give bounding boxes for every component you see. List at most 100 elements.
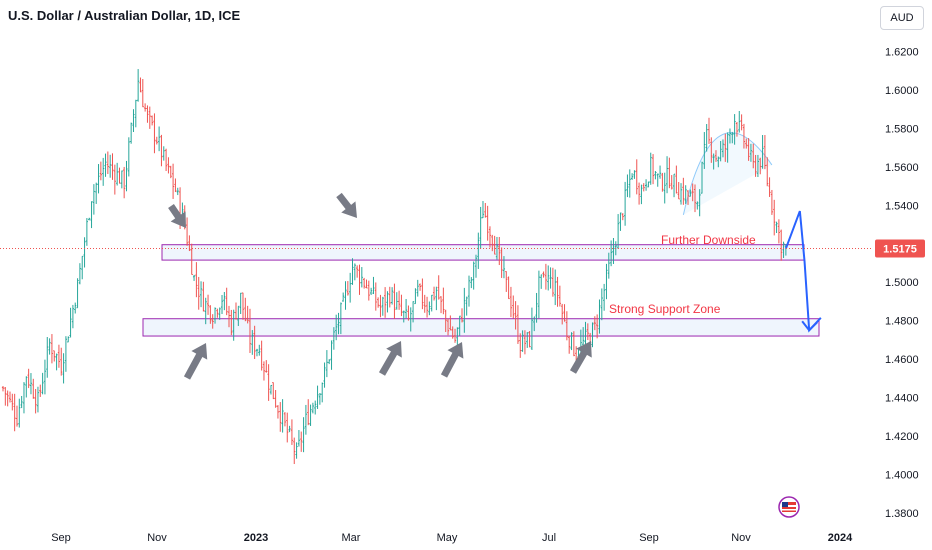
ohlc-bar — [374, 282, 377, 311]
ohlc-bar — [670, 175, 673, 190]
ohlc-bar — [260, 340, 263, 371]
ohlc-bar — [372, 276, 375, 295]
ohlc-bar — [290, 419, 294, 445]
ohlc-bar — [675, 165, 678, 194]
time-tick-label: Nov — [731, 532, 751, 544]
ohlc-bar — [379, 294, 382, 318]
ohlc-bar — [165, 148, 168, 172]
ohlc-bar — [528, 331, 531, 348]
ohlc-bar — [106, 151, 109, 175]
ohlc-bar — [596, 314, 599, 339]
ohlc-bar — [668, 157, 671, 189]
time-axis: Sep Nov 2023 Mar May Jul Sep Nov 2024 — [51, 532, 853, 544]
ohlc-bar — [663, 172, 666, 204]
ohlc-bar — [137, 69, 140, 102]
ohlc-bar — [346, 281, 349, 296]
ohlc-bar — [195, 262, 198, 298]
ohlc-bar — [286, 412, 289, 443]
ohlc-bar — [330, 340, 333, 370]
ohlc-bar — [1, 386, 5, 392]
ohlc-bar — [393, 283, 396, 319]
ohlc-bar — [120, 170, 123, 189]
support-zones — [142, 244, 820, 337]
ohlc-bar — [237, 305, 240, 326]
ohlc-bar — [323, 362, 326, 388]
ohlc-bar — [721, 139, 725, 158]
ohlc-bar — [144, 103, 147, 112]
time-tick-label: Sep — [51, 532, 71, 544]
ohlc-bar — [232, 309, 235, 341]
ohlc-bar — [246, 305, 249, 324]
ohlc-bar — [677, 182, 680, 200]
ohlc-bar — [13, 393, 16, 432]
ohlc-bar — [209, 305, 212, 324]
ohlc-bar — [449, 315, 452, 331]
ohlc-bar — [391, 287, 394, 305]
ohlc-bar — [551, 267, 554, 297]
ohlc-bar — [162, 146, 165, 161]
price-tick-label: 1.4200 — [885, 431, 919, 443]
ohlc-bar — [32, 378, 35, 399]
ohlc-bar — [276, 405, 280, 419]
currency-button[interactable]: AUD — [880, 6, 924, 30]
ohlc-bar — [512, 295, 515, 319]
ohlc-bar — [782, 241, 785, 259]
ohlc-bar — [4, 387, 7, 406]
ohlc-bar — [358, 264, 361, 295]
ohlc-bar — [719, 140, 722, 162]
ohlc-bar — [227, 305, 231, 328]
ohlc-bar — [388, 286, 391, 308]
ohlc-bar — [218, 307, 221, 320]
ohlc-bar — [745, 138, 748, 149]
ohlc-bar — [733, 114, 736, 145]
ohlc-bar — [20, 395, 23, 409]
projection-path — [784, 210, 822, 333]
ohlc-bar — [586, 323, 589, 341]
ohlc-bar — [342, 292, 345, 302]
ohlc-bar — [572, 331, 575, 357]
ohlc-bar — [148, 106, 151, 129]
ohlc-bar — [39, 384, 42, 397]
ohlc-bar — [116, 162, 119, 186]
ohlc-bar — [742, 123, 746, 149]
ohlc-bar — [344, 281, 347, 310]
ohlc-bar — [293, 437, 296, 465]
ohlc-bar — [311, 402, 314, 414]
ohlc-bar — [223, 291, 226, 311]
chart-annotations: Further Downside Strong Support Zone — [609, 233, 800, 518]
ohlc-bar — [15, 405, 19, 427]
ohlc-bar — [689, 189, 692, 197]
ohlc-bar — [197, 276, 200, 310]
ohlc-bar — [435, 286, 438, 311]
ohlc-bar — [631, 173, 634, 180]
ohlc-bar — [18, 398, 21, 428]
ohlc-bar — [255, 348, 259, 357]
ohlc-bar — [102, 157, 105, 186]
ohlc-bar — [48, 338, 51, 355]
ohlc-bar — [759, 157, 762, 175]
ohlc-bar — [640, 184, 643, 205]
ohlc-bar — [204, 297, 207, 325]
ohlc-bar — [472, 261, 475, 290]
ohlc-bar — [561, 303, 564, 325]
time-tick-label: Nov — [147, 532, 167, 544]
ohlc-bar — [321, 382, 324, 403]
ohlc-bar — [300, 431, 303, 452]
ohlc-bar — [442, 287, 445, 315]
ohlc-bar — [316, 385, 319, 409]
ohlc-bar — [717, 156, 720, 168]
ohlc-bar — [519, 333, 522, 358]
ohlc-bar — [253, 325, 256, 359]
ohlc-bar — [155, 136, 158, 145]
ohlc-bar — [477, 232, 480, 269]
ohlc-bar — [43, 359, 47, 395]
ohlc-bar — [185, 217, 189, 246]
gray-arrow — [378, 341, 402, 376]
ohlc-bar — [633, 170, 636, 179]
ohlc-bar — [481, 201, 485, 219]
ohlc-bar — [693, 184, 697, 213]
last-price-line: 1.5175 — [0, 239, 925, 258]
ohlc-bar — [563, 304, 566, 322]
ohlc-bar — [281, 399, 284, 433]
